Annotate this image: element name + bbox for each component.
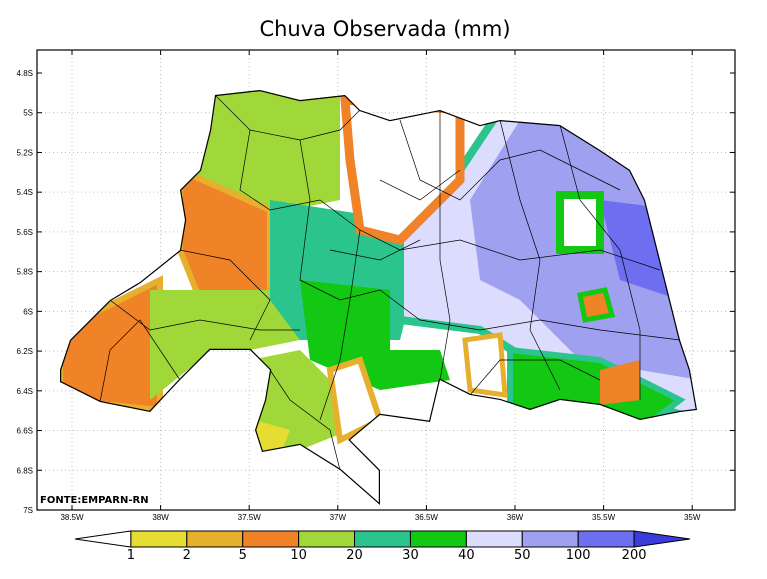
x-tick-label: 37W: [330, 513, 347, 522]
y-tick-label: 6.8S: [17, 466, 33, 475]
legend-swatch: [577, 530, 635, 548]
legend-label: 100: [566, 548, 591, 563]
legend-label: 200: [622, 548, 647, 563]
y-tick-label: 6S: [23, 307, 33, 316]
y-tick-label: 6.2S: [17, 347, 33, 356]
legend-label: 10: [290, 548, 307, 563]
y-tick-label: 6.4S: [17, 387, 33, 396]
y-tick-label: 5.4S: [17, 188, 33, 197]
y-tick-label: 5.8S: [17, 268, 33, 277]
legend-label: 40: [458, 548, 475, 563]
legend-swatch: [186, 530, 244, 548]
x-tick-label: 35W: [684, 513, 701, 522]
x-tick-label: 38W: [152, 513, 169, 522]
y-tick-label: 4.8S: [17, 69, 33, 78]
y-tick-label: 5.6S: [17, 228, 33, 237]
legend-label: 2: [183, 548, 191, 563]
x-tick-label: 36.5W: [415, 513, 439, 522]
legend-label: 30: [402, 548, 419, 563]
legend-label: 1: [127, 548, 135, 563]
map-title: Chuva Observada (mm): [259, 17, 510, 41]
source-note: FONTE:EMPARN-RN: [40, 495, 149, 506]
legend-label: 20: [346, 548, 363, 563]
y-tick-label: 6.6S: [17, 427, 33, 436]
x-tick-label: 36W: [507, 513, 524, 522]
y-tick-label: 5.2S: [17, 148, 33, 157]
legend-swatch: [409, 530, 467, 548]
y-tick-label: 7S: [23, 506, 33, 515]
legend-swatch: [354, 530, 411, 548]
axis-ticks: 4.8S 5S 5.2S 5.4S 5.6S 5.8S 6S 6.2S 6.4S 6.6S 6.8S…: [17, 50, 735, 522]
legend-swatch: [465, 530, 523, 548]
x-tick-label: 37.5W: [238, 513, 262, 522]
y-tick-label: 5S: [23, 109, 33, 118]
legend-swatch: [130, 530, 188, 548]
legend-label: 50: [514, 548, 531, 563]
legend-swatch: [242, 530, 300, 548]
legend-swatch: [633, 530, 691, 548]
legend-swatch: [298, 530, 356, 548]
color-legend: 1 2 5 10 20 30 40 50 100 200: [74, 530, 691, 563]
legend-swatch: [521, 530, 579, 548]
x-tick-label: 38.5W: [60, 513, 84, 522]
x-tick-label: 35.5W: [592, 513, 616, 522]
legend-swatch: [74, 530, 132, 548]
legend-label: 5: [239, 548, 247, 563]
